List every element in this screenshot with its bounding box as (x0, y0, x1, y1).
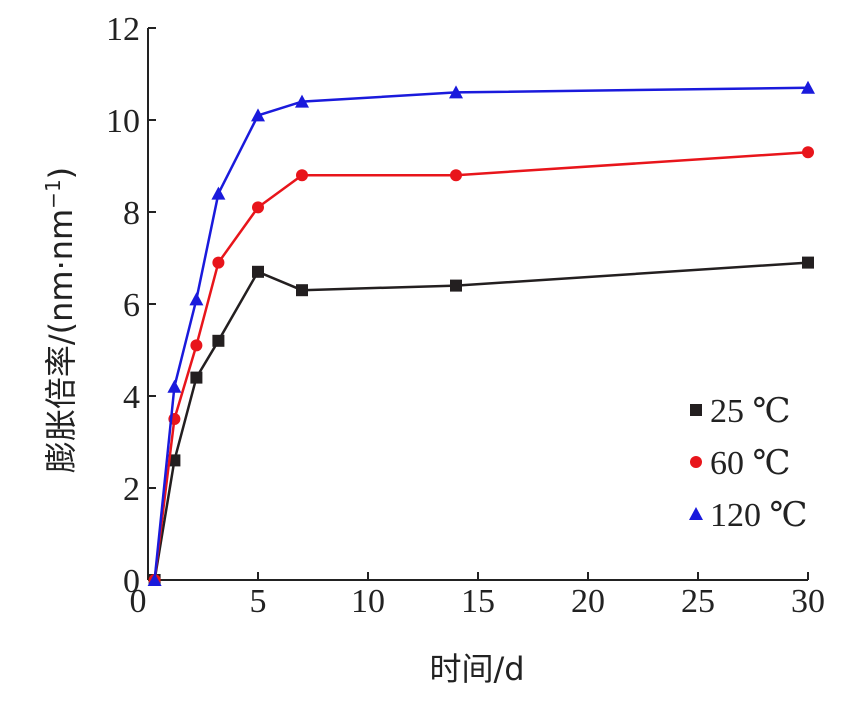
y-tick-label: 6 (123, 287, 140, 324)
data-point (168, 454, 181, 467)
data-point (211, 186, 226, 200)
y-axis-label-main: 膨胀倍率/(nm·nm (42, 209, 80, 473)
data-point (252, 201, 264, 214)
series-line (153, 150, 809, 581)
data-point (802, 256, 814, 269)
data-point (295, 94, 309, 108)
data-point (251, 108, 265, 122)
y-tick-label: 4 (123, 379, 140, 416)
data-point (296, 169, 308, 182)
axes: 0 2 4 6 8 10 12 0 5 10 15 20 25 30 (106, 11, 825, 620)
x-tick-label: 10 (351, 583, 385, 620)
x-tick-label: 30 (791, 583, 825, 620)
y-axis-label-close: ) (42, 167, 80, 179)
data-point (450, 169, 462, 182)
x-tick-label: 5 (250, 583, 267, 620)
data-point (212, 334, 225, 347)
y-tick-label: 12 (106, 11, 140, 48)
data-point (212, 256, 225, 269)
series-line (153, 261, 809, 581)
legend-marker (690, 456, 702, 468)
legend-label: 25 ℃ (710, 393, 791, 430)
legend-label: 60 ℃ (710, 445, 791, 482)
y-tick-label: 8 (123, 195, 140, 232)
x-tick-label: 20 (571, 583, 605, 620)
x-tick-label: 25 (681, 583, 715, 620)
data-point (189, 292, 204, 306)
data-point (190, 371, 203, 384)
data-point (450, 279, 462, 292)
x-tick-label: 0 (130, 583, 147, 620)
data-point (190, 339, 203, 352)
data-point (147, 573, 162, 586)
y-tick-label: 10 (106, 103, 140, 140)
legend: 25 ℃ 60 ℃ 120 ℃ (689, 393, 808, 534)
data-point (449, 85, 463, 99)
y-axis-label-superscript: −1 (41, 179, 65, 208)
legend-label: 120 ℃ (710, 497, 808, 534)
series-layer (147, 80, 815, 586)
x-axis-label: 时间/d (429, 650, 524, 688)
x-tick-label: 15 (461, 583, 495, 620)
data-point (802, 146, 814, 159)
series-line (153, 86, 809, 581)
y-axis-label: 膨胀倍率/(nm·nm−1) (41, 167, 80, 473)
y-tick-label: 2 (123, 471, 140, 508)
data-point (801, 80, 815, 94)
data-point (296, 284, 308, 297)
y-tick-label: 0 (123, 563, 140, 600)
data-point (167, 379, 182, 393)
legend-marker (690, 404, 702, 416)
data-point (252, 265, 264, 278)
series-2 (147, 80, 815, 586)
legend-marker (689, 507, 703, 520)
